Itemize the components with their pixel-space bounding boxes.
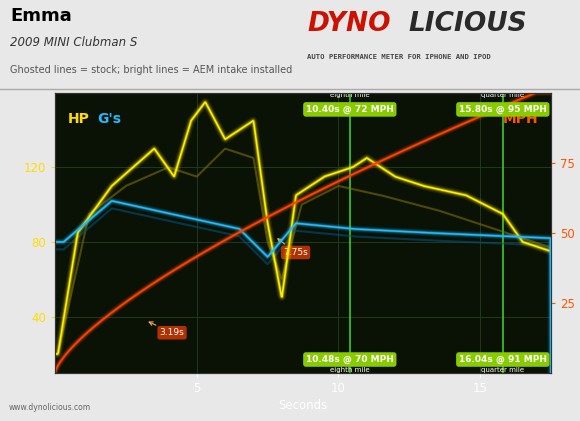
Text: 15.80s @ 95 MPH: 15.80s @ 95 MPH <box>459 105 547 114</box>
Text: MPH: MPH <box>503 112 539 126</box>
Text: eighth mile: eighth mile <box>330 367 369 373</box>
Text: G's: G's <box>97 112 121 126</box>
Text: AUTO PERFORMANCE METER FOR IPHONE AND IPOD: AUTO PERFORMANCE METER FOR IPHONE AND IP… <box>307 54 491 60</box>
Text: www.dynolicious.com: www.dynolicious.com <box>9 403 91 413</box>
Text: LICIOUS: LICIOUS <box>409 11 528 37</box>
Text: 10.40s @ 72 MPH: 10.40s @ 72 MPH <box>306 105 394 114</box>
Text: quarter mile: quarter mile <box>481 92 524 98</box>
Text: 16.04s @ 91 MPH: 16.04s @ 91 MPH <box>459 355 547 364</box>
Text: Emma: Emma <box>10 7 72 25</box>
X-axis label: Seconds: Seconds <box>278 399 328 412</box>
Text: quarter mile: quarter mile <box>481 367 524 373</box>
Text: 3.19s: 3.19s <box>149 322 184 337</box>
Text: HP: HP <box>67 112 89 126</box>
Text: 2009 MINI Clubman S: 2009 MINI Clubman S <box>10 36 138 49</box>
Text: eighth mile: eighth mile <box>330 92 369 98</box>
Text: DYNO: DYNO <box>307 11 391 37</box>
Text: 7.75s: 7.75s <box>278 239 308 257</box>
Text: Ghosted lines = stock; bright lines = AEM intake installed: Ghosted lines = stock; bright lines = AE… <box>10 65 293 75</box>
Text: 10.48s @ 70 MPH: 10.48s @ 70 MPH <box>306 355 394 364</box>
